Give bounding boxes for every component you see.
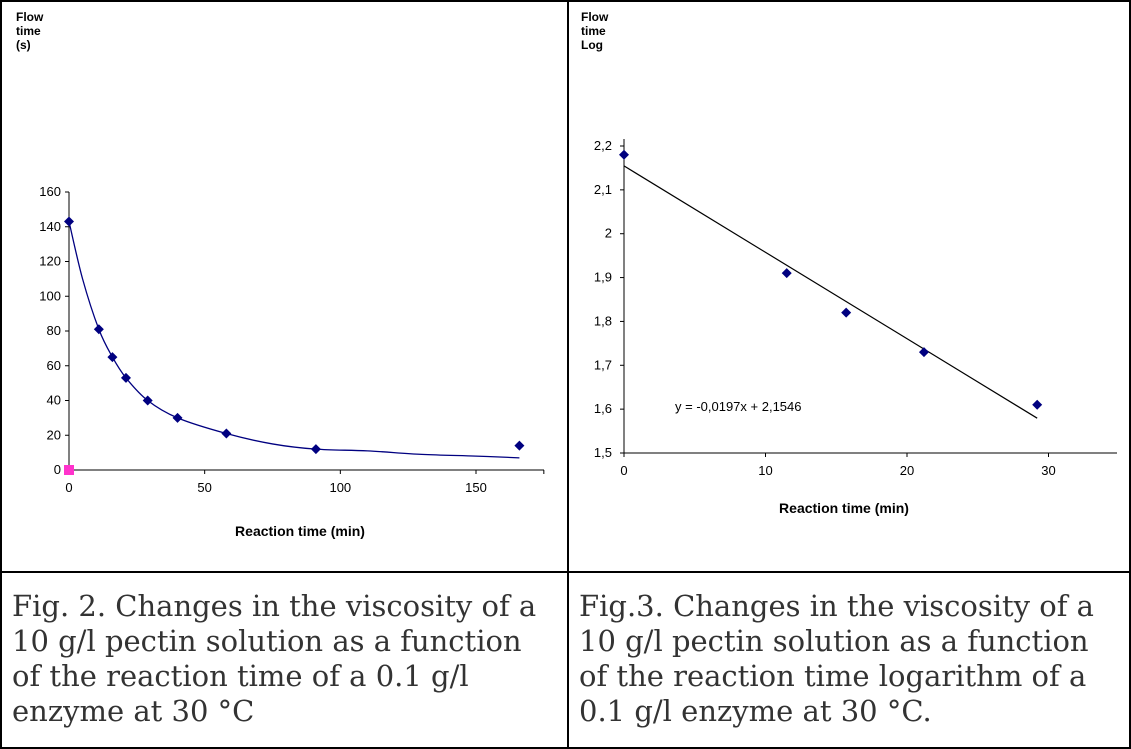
y-tick-label: 20 [47,427,61,442]
y-tick-label: 40 [47,393,61,408]
trendline [623,165,1038,419]
data-point [221,428,232,439]
y-axis-label-line-1: Flow [581,10,609,24]
y-tick-label: 1,8 [594,313,612,328]
data-point [514,440,525,451]
y-tick-label: 1,9 [594,270,612,285]
y-axis-label-line-3: (s) [16,38,31,52]
chart-cell-left: Flow time (s) 0 20 40 60 80 100 120 140 160 0 50 10… [0,0,569,573]
data-point [619,149,629,160]
y-axis-label-line-2: time [581,24,606,38]
y-tick-label: 120 [39,254,61,269]
data-point [841,307,852,318]
y-tick-label: 2 [605,226,612,241]
y-tick-label: 100 [39,288,61,303]
x-tick-label: 150 [465,480,487,495]
x-tick-label: 0 [620,463,627,478]
x-tick-label: 30 [1041,463,1055,478]
y-tick-label: 160 [39,184,61,199]
caption-right: Fig.3. Changes in the viscosity of a 10 … [567,571,1131,749]
x-tick-label: 10 [758,463,772,478]
y-tick-label: 1,6 [594,401,612,416]
x-axis-title: Reaction time (min) [235,523,365,539]
data-point [120,372,131,383]
x-tick-label: 50 [197,480,211,495]
chart-cell-right: Flow time Log 1,5 1,6 1,7 1,8 1,9 2 2,1 2,2 0 10 2… [567,0,1131,573]
y-tick-label: 80 [47,323,61,338]
y-axis-label-line-1: Flow [16,10,44,24]
y-tick-label: 2,1 [594,182,612,197]
data-point [1032,399,1043,410]
y-tick-label: 0 [54,462,61,477]
trendline-equation: y = -0,0197x + 2,1546 [675,399,801,414]
start-marker [64,465,74,475]
data-point [107,352,118,363]
caption-left: Fig. 2. Changes in the viscosity of a 10… [0,571,569,749]
x-tick-label: 100 [329,480,351,495]
x-tick-label: 0 [65,480,72,495]
data-point [93,324,104,335]
y-axis-label-line-3: Log [581,38,603,52]
y-tick-label: 1,5 [594,445,612,460]
x-tick-label: 20 [900,463,914,478]
y-tick-label: 2,2 [594,138,612,153]
data-point [142,395,153,406]
y-axis-label-line-2: time [16,24,41,38]
y-tick-label: 1,7 [594,357,612,372]
chart-flow-time-log: Flow time Log 1,5 1,6 1,7 1,8 1,9 2 2,1 2,2 0 10 2… [581,10,1117,516]
x-axis-title: Reaction time (min) [779,500,909,516]
chart-flow-time: Flow time (s) 0 20 40 60 80 100 120 140 160 0 50 10… [16,10,545,539]
y-tick-label: 60 [47,358,61,373]
fit-curve [68,221,520,459]
y-tick-label: 140 [39,219,61,234]
data-point [172,412,183,423]
data-point [310,444,321,455]
data-point [64,216,74,227]
data-point [781,268,792,279]
data-point [918,347,929,358]
